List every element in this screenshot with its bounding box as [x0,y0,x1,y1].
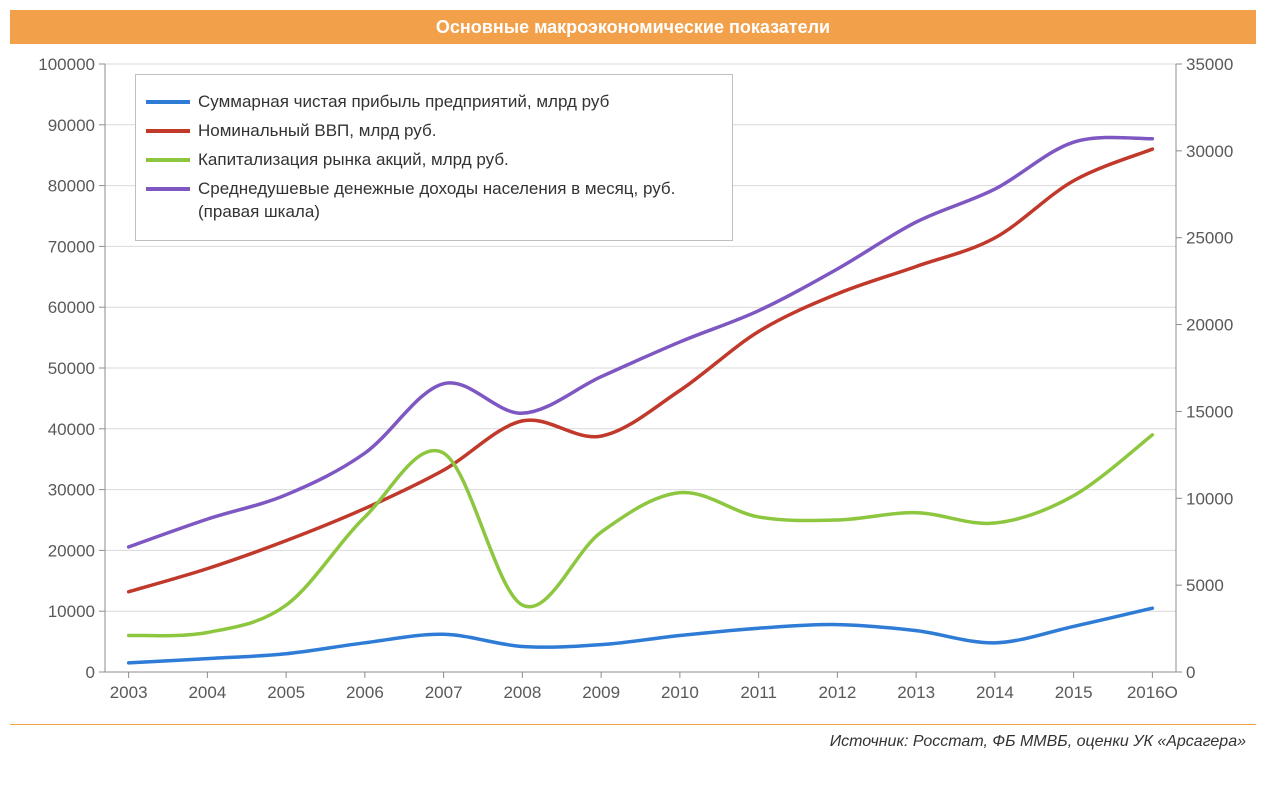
svg-text:2011: 2011 [740,683,777,702]
legend-label: Номинальный ВВП, млрд руб. [198,120,436,143]
svg-text:2016О: 2016О [1127,683,1178,702]
svg-text:35000: 35000 [1186,55,1233,74]
svg-text:40000: 40000 [48,420,95,439]
plot-area: 0100002000030000400005000060000700008000… [10,44,1256,724]
svg-text:100000: 100000 [38,55,95,74]
svg-text:2010: 2010 [661,683,699,702]
svg-text:2015: 2015 [1055,683,1093,702]
legend-swatch [146,187,190,191]
legend-label: Капитализация рынка акций, млрд руб. [198,149,509,172]
chart-title: Основные макроэкономические показатели [10,11,1256,44]
svg-text:2005: 2005 [267,683,305,702]
svg-text:10000: 10000 [48,602,95,621]
svg-text:2007: 2007 [425,683,463,702]
legend-item-profit: Суммарная чистая прибыль предприятий, мл… [146,91,718,114]
svg-text:2006: 2006 [346,683,384,702]
svg-text:20000: 20000 [48,541,95,560]
svg-text:2013: 2013 [897,683,935,702]
svg-text:0: 0 [86,663,95,682]
legend-swatch [146,100,190,104]
series-market_cap [129,435,1153,636]
svg-text:15000: 15000 [1186,402,1233,421]
chart-container: Основные макроэкономические показатели 0… [10,10,1256,751]
legend-item-market_cap: Капитализация рынка акций, млрд руб. [146,149,718,172]
legend-label: Среднедушевые денежные доходы населения … [198,178,718,224]
svg-text:0: 0 [1186,663,1195,682]
svg-text:2012: 2012 [818,683,856,702]
svg-text:80000: 80000 [48,177,95,196]
svg-text:2014: 2014 [976,683,1014,702]
svg-text:2009: 2009 [582,683,620,702]
source-citation: Источник: Росстат, ФБ ММВБ, оценки УК «А… [10,724,1256,751]
legend-item-gdp: Номинальный ВВП, млрд руб. [146,120,718,143]
svg-text:70000: 70000 [48,237,95,256]
series-profit [129,608,1153,663]
svg-text:2008: 2008 [503,683,541,702]
svg-text:2003: 2003 [110,683,148,702]
svg-text:2004: 2004 [188,683,226,702]
svg-text:25000: 25000 [1186,229,1233,248]
legend-item-income: Среднедушевые денежные доходы населения … [146,178,718,224]
legend-swatch [146,158,190,162]
svg-text:30000: 30000 [48,481,95,500]
svg-text:30000: 30000 [1186,142,1233,161]
svg-text:20000: 20000 [1186,316,1233,335]
svg-text:50000: 50000 [48,359,95,378]
svg-text:90000: 90000 [48,116,95,135]
legend-swatch [146,129,190,133]
legend: Суммарная чистая прибыль предприятий, мл… [135,74,733,241]
svg-text:10000: 10000 [1186,489,1233,508]
svg-text:60000: 60000 [48,298,95,317]
svg-text:5000: 5000 [1186,576,1224,595]
legend-label: Суммарная чистая прибыль предприятий, мл… [198,91,609,114]
